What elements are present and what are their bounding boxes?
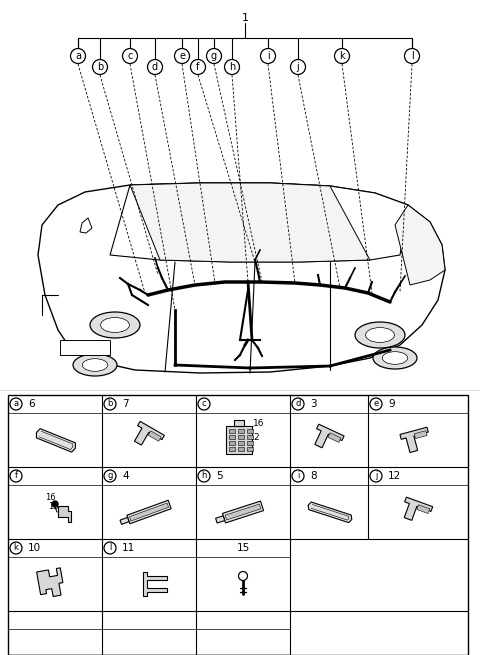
Text: l: l	[109, 544, 111, 553]
Polygon shape	[328, 433, 341, 442]
Text: k: k	[339, 51, 345, 61]
Ellipse shape	[383, 352, 408, 364]
Polygon shape	[417, 505, 430, 514]
Text: b: b	[97, 62, 103, 72]
Text: 5: 5	[216, 471, 223, 481]
Polygon shape	[308, 502, 352, 523]
Polygon shape	[127, 500, 171, 524]
Text: 2: 2	[253, 434, 259, 443]
Polygon shape	[148, 431, 161, 441]
Polygon shape	[143, 572, 167, 596]
Text: e: e	[179, 51, 185, 61]
Text: a: a	[13, 400, 19, 409]
Text: l: l	[410, 51, 413, 61]
Bar	[247, 441, 253, 445]
FancyBboxPatch shape	[226, 426, 252, 454]
Text: g: g	[108, 472, 113, 481]
Text: f: f	[14, 472, 17, 481]
Bar	[229, 429, 235, 433]
Ellipse shape	[373, 347, 417, 369]
Polygon shape	[80, 218, 92, 233]
Text: 6: 6	[28, 399, 35, 409]
Polygon shape	[222, 501, 264, 523]
Polygon shape	[36, 568, 63, 597]
Text: c: c	[127, 51, 132, 61]
Bar	[229, 435, 235, 439]
Text: 16: 16	[45, 493, 56, 502]
Polygon shape	[130, 503, 168, 521]
Ellipse shape	[101, 318, 130, 333]
Text: d: d	[152, 62, 158, 72]
Text: 9: 9	[388, 399, 395, 409]
Text: 16: 16	[253, 419, 264, 428]
Polygon shape	[36, 428, 75, 452]
Text: f: f	[196, 62, 200, 72]
Text: 8: 8	[310, 471, 317, 481]
Bar	[247, 447, 253, 451]
Bar	[238, 429, 244, 433]
Bar	[238, 435, 244, 439]
Text: 7: 7	[122, 399, 129, 409]
Text: c: c	[202, 400, 206, 409]
Text: a: a	[75, 51, 81, 61]
Ellipse shape	[73, 354, 117, 376]
Text: i: i	[266, 51, 269, 61]
Ellipse shape	[83, 359, 108, 371]
Bar	[238, 441, 244, 445]
Ellipse shape	[355, 322, 405, 348]
Text: b: b	[108, 400, 113, 409]
Polygon shape	[404, 497, 432, 520]
Bar	[229, 447, 235, 451]
Ellipse shape	[90, 312, 140, 338]
Text: d: d	[295, 400, 300, 409]
Bar	[247, 435, 253, 439]
Polygon shape	[130, 183, 370, 262]
Polygon shape	[225, 504, 261, 520]
Text: 3: 3	[310, 399, 317, 409]
Text: g: g	[211, 51, 217, 61]
Polygon shape	[110, 183, 408, 262]
Polygon shape	[315, 424, 344, 448]
Polygon shape	[400, 427, 428, 453]
Text: 10: 10	[28, 543, 41, 553]
Text: 1: 1	[241, 13, 249, 23]
Ellipse shape	[366, 328, 395, 343]
Text: h: h	[229, 62, 235, 72]
Text: 11: 11	[122, 543, 135, 553]
Polygon shape	[134, 421, 164, 445]
Polygon shape	[120, 517, 129, 525]
Polygon shape	[38, 183, 445, 373]
FancyBboxPatch shape	[234, 420, 244, 426]
Text: 4: 4	[122, 471, 129, 481]
Bar	[229, 441, 235, 445]
Text: 12: 12	[388, 471, 401, 481]
Text: i: i	[297, 472, 299, 481]
Polygon shape	[58, 506, 71, 522]
Text: j: j	[375, 472, 377, 481]
Polygon shape	[395, 205, 445, 285]
Bar	[60, 340, 110, 355]
Circle shape	[52, 501, 58, 507]
Text: h: h	[201, 472, 207, 481]
Bar	[238, 447, 244, 451]
Bar	[8, 395, 468, 655]
Text: e: e	[373, 400, 379, 409]
Text: 15: 15	[236, 543, 250, 553]
Text: 13: 13	[48, 502, 59, 511]
Bar	[247, 429, 253, 433]
Text: k: k	[13, 544, 18, 553]
Polygon shape	[414, 430, 427, 439]
Text: j: j	[297, 62, 300, 72]
Polygon shape	[216, 515, 225, 523]
